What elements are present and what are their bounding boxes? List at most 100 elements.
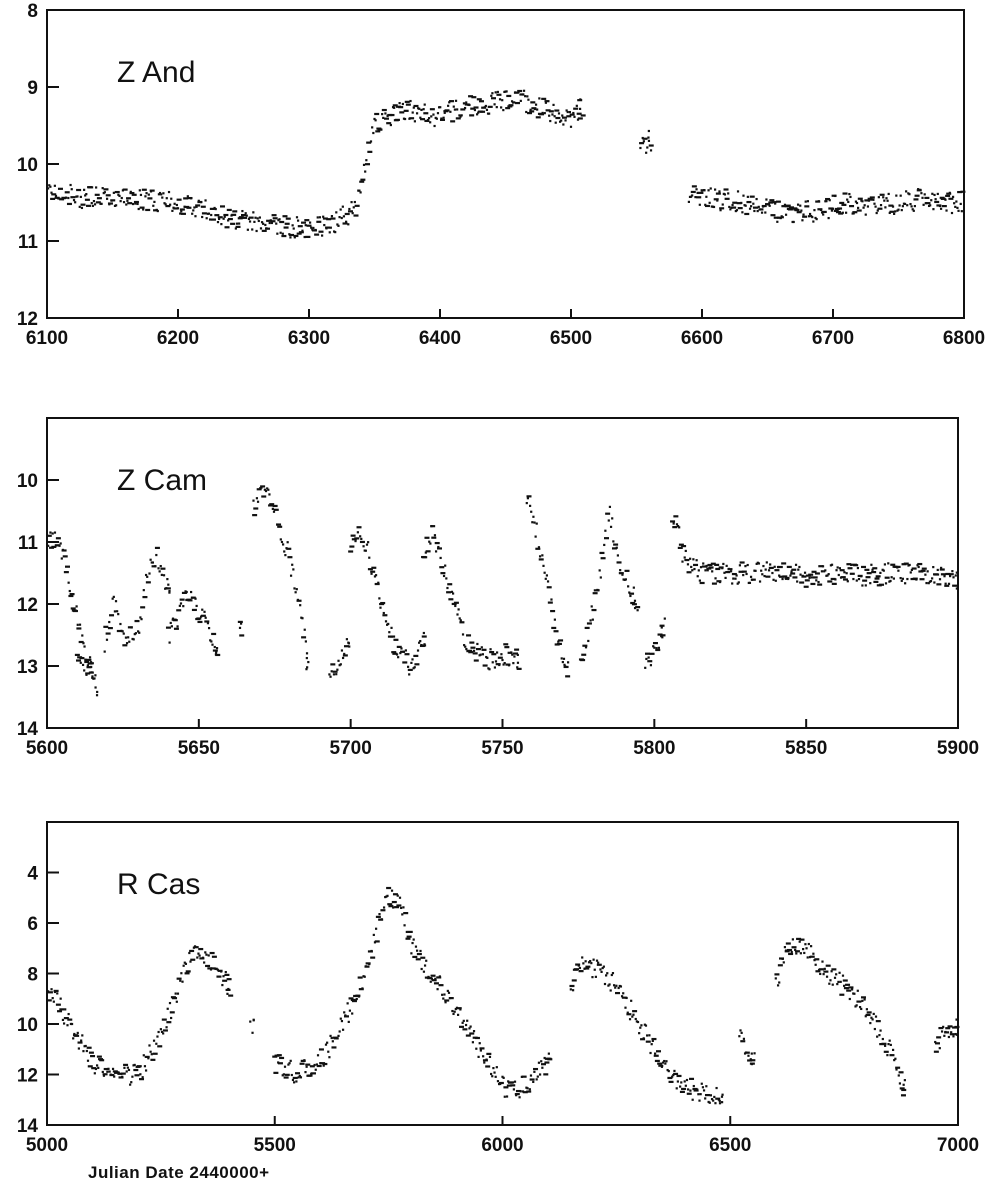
data-point <box>304 224 307 227</box>
data-point <box>63 571 69 574</box>
data-point <box>440 117 443 120</box>
data-point <box>938 578 942 581</box>
data-point <box>358 189 361 192</box>
data-point <box>672 526 678 529</box>
data-point <box>201 608 204 611</box>
data-point <box>796 211 802 214</box>
data-point <box>367 568 373 571</box>
data-point <box>655 647 658 650</box>
data-point <box>498 98 502 101</box>
data-point <box>684 549 687 553</box>
data-point <box>709 1094 712 1097</box>
data-point <box>50 191 53 194</box>
data-point <box>515 101 521 105</box>
data-point <box>535 547 541 550</box>
data-point <box>633 599 637 602</box>
data-point <box>353 200 356 204</box>
data-point <box>157 1030 160 1034</box>
data-point <box>61 1018 65 1022</box>
data-point <box>114 600 118 603</box>
data-point <box>441 993 444 996</box>
data-point <box>836 566 839 569</box>
data-point <box>342 215 346 218</box>
data-point <box>338 216 341 219</box>
data-point <box>328 673 331 676</box>
data-point <box>69 593 75 596</box>
data-point <box>204 620 210 623</box>
data-point <box>389 123 392 127</box>
data-point <box>446 586 449 590</box>
data-point <box>749 575 753 578</box>
data-point <box>774 973 780 976</box>
data-point <box>444 564 447 567</box>
data-point <box>103 188 109 191</box>
data-point <box>466 1019 469 1022</box>
data-point <box>468 1027 471 1030</box>
data-point <box>60 557 63 560</box>
data-point <box>357 976 363 979</box>
data-point <box>380 909 386 912</box>
data-point <box>308 221 312 224</box>
data-point <box>51 532 54 535</box>
data-point <box>133 1068 139 1072</box>
data-point <box>596 963 602 966</box>
data-point <box>433 534 437 537</box>
data-point <box>238 216 244 219</box>
data-point <box>81 634 84 637</box>
data-point <box>910 568 913 572</box>
data-point <box>622 992 625 995</box>
data-point <box>67 581 70 584</box>
data-point <box>227 987 230 991</box>
data-point <box>592 958 595 961</box>
data-point <box>464 645 467 648</box>
data-point <box>330 663 336 666</box>
data-point <box>640 1024 643 1027</box>
data-point <box>804 943 807 946</box>
data-point <box>91 675 94 678</box>
data-point <box>624 569 630 572</box>
data-point <box>753 569 756 572</box>
data-point <box>413 666 416 669</box>
data-point <box>769 563 772 566</box>
data-point <box>535 522 538 525</box>
data-point <box>538 97 541 100</box>
data-point <box>81 1034 84 1037</box>
data-point <box>409 117 415 120</box>
data-point <box>422 631 425 635</box>
data-point <box>210 213 213 217</box>
data-point <box>847 200 850 204</box>
data-point <box>741 211 744 214</box>
data-point <box>405 930 408 934</box>
data-point <box>934 200 940 204</box>
data-point <box>911 567 917 570</box>
data-point <box>279 220 285 224</box>
data-point <box>163 202 166 205</box>
data-point <box>117 1072 123 1075</box>
data-point <box>850 988 854 991</box>
data-point <box>661 636 664 639</box>
data-point <box>841 203 847 206</box>
data-point <box>364 965 370 968</box>
data-point <box>54 194 58 198</box>
data-point <box>511 653 514 656</box>
data-point <box>797 568 800 571</box>
data-point <box>219 205 225 208</box>
data-point <box>526 1090 532 1093</box>
data-point <box>70 196 76 199</box>
data-point <box>251 1031 254 1034</box>
x-tick-label: 5650 <box>178 738 220 759</box>
data-point <box>573 115 576 118</box>
data-point <box>852 211 858 214</box>
data-point <box>316 1064 322 1068</box>
data-point <box>803 571 807 574</box>
data-point <box>230 222 236 225</box>
data-point <box>186 206 192 209</box>
data-point <box>624 578 627 581</box>
data-point <box>618 572 624 575</box>
data-point <box>462 102 466 105</box>
data-point <box>786 948 792 952</box>
data-point <box>489 648 492 651</box>
data-point <box>735 209 739 212</box>
data-point <box>860 996 866 999</box>
